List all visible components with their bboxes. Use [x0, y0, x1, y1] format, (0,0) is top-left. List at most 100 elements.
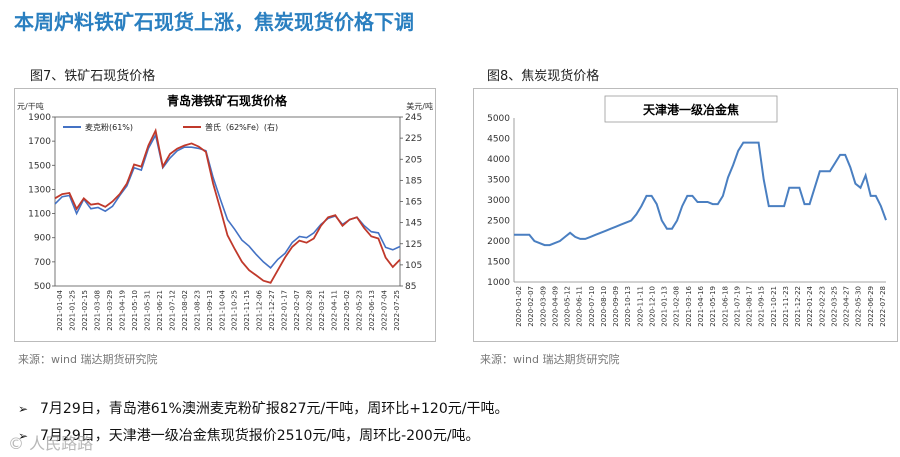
y-tick-label-left: 700: [34, 258, 51, 268]
y-tick-label-left: 1900: [28, 113, 51, 123]
coke-price-chart: 天津港一级冶金焦 1000 1500 2000 2500 3000 3500 4000 4500…: [487, 95, 887, 327]
series-line-platts: [54, 127, 401, 284]
x-tick-label: 2020-03-09: [539, 286, 547, 327]
y-tick-label: 2500: [487, 217, 510, 227]
y-tick-label: 4000: [487, 155, 510, 165]
y-tick-label-right: 145: [405, 219, 422, 229]
x-tick-label: 2022-02-07: [293, 290, 301, 331]
y-tick-label: 1500: [487, 258, 510, 268]
x-tick-label: 2021-11-15: [243, 290, 251, 331]
y-tick-label-left: 900: [34, 234, 51, 244]
x-tick-label: 2021-06-18: [721, 286, 729, 327]
x-tick-label: 2021-12-27: [268, 290, 276, 331]
x-tick-label: 2021-01-04: [56, 289, 64, 330]
x-tick-label: 2021-03-29: [106, 290, 114, 331]
y-tick-label-right: 105: [405, 261, 422, 271]
y-tick-label-right: 125: [405, 240, 422, 250]
x-tick-label: 2022-05-30: [855, 286, 863, 327]
x-tick-label: 2022-06-13: [368, 290, 376, 331]
watermark: © 人民路路: [8, 434, 94, 453]
x-tick-label: 2022-03-25: [830, 286, 838, 327]
bullet-text-1: 7月29日，青岛港61%澳洲麦克粉矿报827元/干吨，周环比+120元/干吨。: [40, 401, 509, 417]
x-tick-label: 2020-06-11: [576, 286, 584, 327]
y-tick-label: 3500: [487, 176, 510, 186]
x-tick-label: 2020-02-07: [527, 286, 535, 327]
right-axis-unit: 美元/吨: [406, 101, 433, 111]
page-title: 本周炉料铁矿石现货上涨，焦炭现货价格下调: [14, 10, 414, 34]
x-tick-label: 2021-09-13: [206, 290, 214, 331]
x-tick-label: 2022-03-21: [318, 290, 326, 331]
x-tick-label: 2021-09-15: [758, 286, 766, 327]
x-tick-label: 2020-08-10: [600, 286, 608, 327]
x-tick-label: 2020-11-11: [636, 286, 644, 327]
x-tick-label: 2022-05-02: [343, 290, 351, 331]
y-tick-label: 5000: [487, 114, 510, 124]
x-tick-label: 2022-05-23: [356, 290, 364, 331]
coke-chart-frame: 天津港一级冶金焦 1000 1500 2000 2500 3000 3500 4000 4500…: [473, 88, 898, 342]
y-tick-label-right: 185: [405, 176, 422, 186]
x-tick-label: 2021-02-15: [81, 290, 89, 331]
source-note-right: 来源：wind 瑞达期货研究院: [480, 353, 620, 366]
x-tick-label: 2021-08-23: [193, 290, 201, 331]
x-tick-label: 2020-07-10: [588, 286, 596, 327]
left-axis-unit: 元/干吨: [17, 101, 44, 111]
chart-title: 天津港一级冶金焦: [643, 102, 739, 117]
y-tick-label-left: 1700: [28, 137, 51, 147]
x-tick-label: 2020-12-10: [648, 286, 656, 327]
x-tick-label: 2021-06-21: [156, 290, 164, 331]
source-note-left: 来源：wind 瑞达期货研究院: [18, 353, 158, 366]
x-tick-label: 2022-02-28: [306, 290, 314, 331]
y-tick-label-right: 245: [405, 113, 422, 123]
x-tick-label: 2021-12-22: [794, 286, 802, 327]
legend-label: 普氏（62%Fe）(右): [205, 122, 278, 132]
x-tick-label: 2022-04-11: [331, 290, 339, 331]
y-tick-label-left: 1300: [28, 185, 51, 195]
x-tick-label: 2021-01-13: [661, 286, 669, 327]
x-tick-label: 2021-05-31: [143, 290, 151, 331]
figure8-caption: 图8、焦炭现货价格: [487, 69, 600, 84]
bullet-iron-ore: ➢ 7月29日，青岛港61%澳洲麦克粉矿报827元/干吨，周环比+120元/干吨。: [18, 398, 508, 418]
y-tick-label-right: 205: [405, 155, 422, 165]
x-tick-label: 2021-10-25: [231, 290, 239, 331]
x-tick-label: 2022-07-04: [381, 289, 389, 330]
x-tick-label: 2020-01-02: [515, 286, 523, 327]
x-tick-label: 2020-05-12: [564, 286, 572, 327]
x-tick-label: 2020-10-13: [624, 286, 632, 327]
y-tick-label-right: 165: [405, 198, 422, 208]
figure7-caption: 图7、铁矿石现货价格: [30, 69, 156, 84]
bullet-coke: ➢ 7月29日，天津港一级冶金焦现货报价2510元/吨，周环比-200元/吨。: [18, 425, 480, 445]
x-tick-label: 2021-07-19: [733, 286, 741, 327]
x-tick-label: 2021-10-04: [218, 289, 226, 330]
x-tick-label: 2021-05-19: [709, 286, 717, 327]
y-tick-label-left: 500: [34, 282, 51, 292]
x-tick-label: 2021-01-25: [68, 290, 76, 331]
x-tick-label: 2021-10-21: [770, 286, 778, 327]
y-tick-label-right: 225: [405, 134, 422, 144]
x-tick-label: 2022-02-23: [818, 286, 826, 327]
title-box: [604, 95, 778, 123]
x-tick-label: 2021-11-23: [782, 286, 790, 327]
x-tick-label: 2020-09-09: [612, 286, 620, 327]
y-tick-label: 1000: [487, 278, 510, 288]
x-tick-label: 2022-01-24: [806, 285, 814, 326]
x-tick-label: 2021-03-16: [685, 285, 693, 326]
chart-title: 青岛港铁矿石现货价格: [167, 93, 288, 108]
y-tick-label: 2000: [487, 237, 510, 247]
x-tick-label: 2021-05-10: [131, 290, 139, 331]
x-tick-label: 2022-06-29: [867, 286, 875, 327]
bullet-text-2: 7月29日，天津港一级冶金焦现货报价2510元/吨，周环比-200元/吨。: [40, 428, 480, 444]
iron-ore-chart-frame: 青岛港铁矿石现货价格 元/干吨 美元/吨 500 700 900 1100 1300 1500 1…: [14, 88, 436, 342]
x-tick-label: 2021-04-16: [697, 285, 705, 326]
y-tick-label: 3000: [487, 196, 510, 206]
y-tick-label-left: 1100: [28, 210, 51, 220]
plot-area: [54, 116, 401, 287]
x-tick-label: 2021-02-08: [673, 286, 681, 327]
x-tick-label: 2022-01-17: [281, 290, 289, 331]
arrow-bullet-icon: ➢: [18, 429, 29, 443]
y-tick-label: 4500: [487, 135, 510, 145]
y-tick-label-right: 85: [405, 282, 416, 292]
legend-label: 麦克粉(61%): [85, 122, 133, 132]
x-tick-label: 2021-07-12: [168, 290, 176, 331]
coke-price-line: [514, 141, 887, 247]
